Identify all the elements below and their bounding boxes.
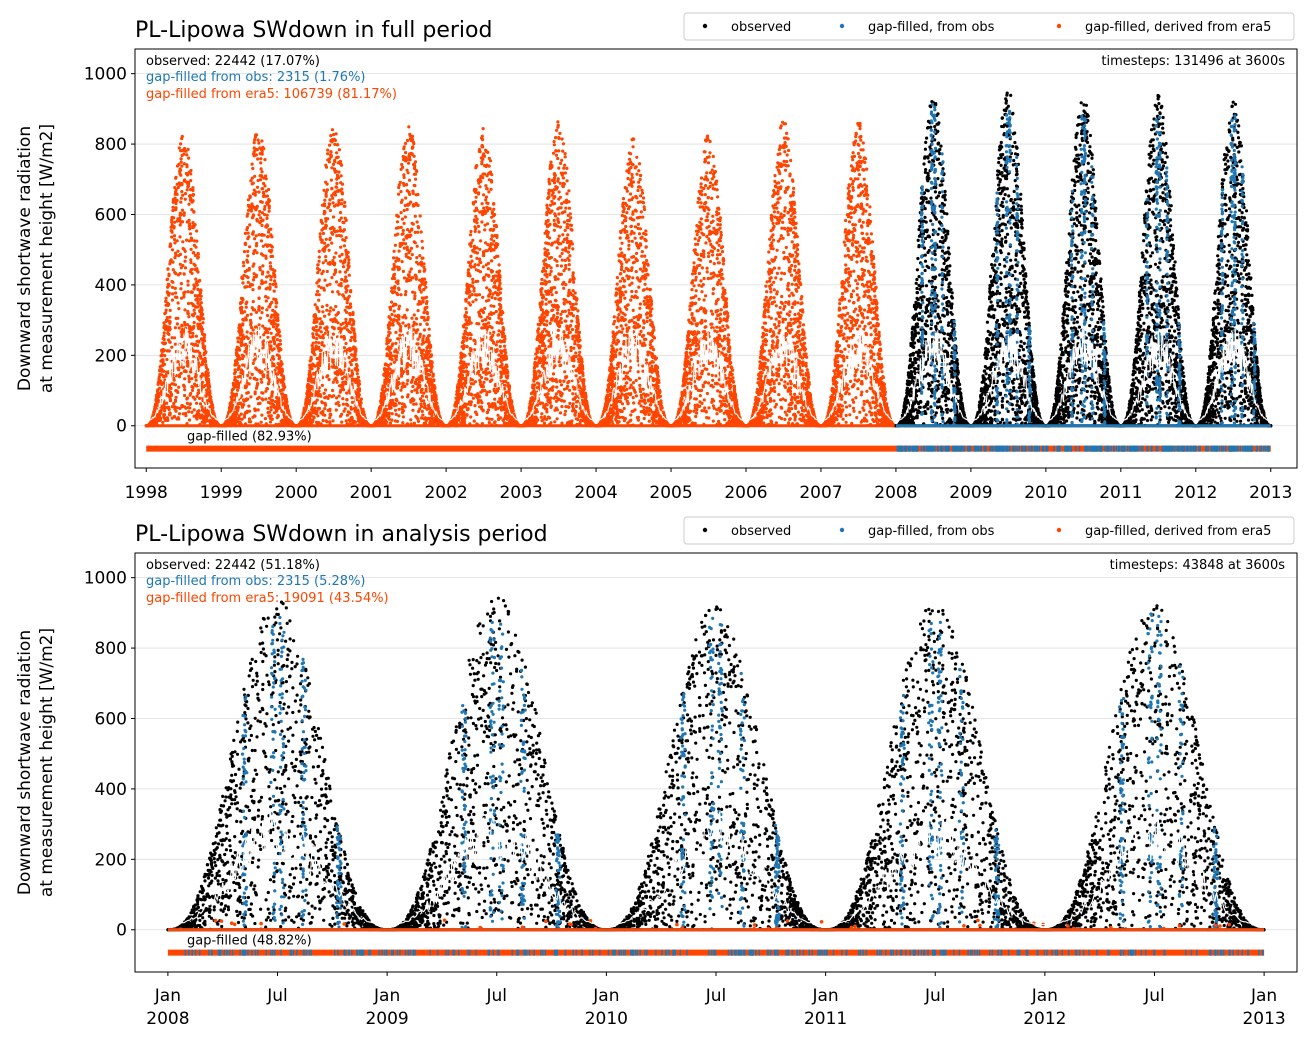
x-tick-label: 1999 xyxy=(200,483,243,503)
y-axis-label-line1: Downward shortwave radiation xyxy=(15,126,35,391)
x-tick-label-year: 2009 xyxy=(365,1009,408,1029)
x-tick-label: 2006 xyxy=(724,483,767,503)
x-tick-label: 2013 xyxy=(1249,483,1292,503)
legend-marker xyxy=(702,527,708,533)
stat-gap-obs: gap-filled from obs: 2315 (1.76%) xyxy=(146,70,366,85)
y-tick-label: 200 xyxy=(95,346,127,366)
daily-mean-line xyxy=(167,809,1265,926)
y-tick-label: 400 xyxy=(95,780,127,800)
y-axis-label-line2: at measurement height [W/m2] xyxy=(37,124,57,393)
x-tick-label: Jul xyxy=(485,986,507,1006)
x-tick-label: 2007 xyxy=(799,483,842,503)
chart-panel-2: 0 200 400 600 800 1000 Jan 2008 Jul Jan 2009 Jul Jan… xyxy=(15,516,1298,1029)
y-tick-label: 600 xyxy=(95,709,127,729)
legend-label: observed xyxy=(731,524,791,539)
legend-label: gap-filled, derived from era5 xyxy=(1085,524,1271,539)
y-tick-label: 0 xyxy=(116,417,127,437)
legend: observed gap-filled, from obs gap-filled, … xyxy=(683,12,1295,41)
y-axis-label-line2: at measurement height [W/m2] xyxy=(37,628,57,897)
y-tick-label: 800 xyxy=(95,639,127,659)
legend-marker xyxy=(839,23,845,29)
x-tick-label-year: 2013 xyxy=(1242,1009,1285,1029)
stat-gap-filled: gap-filled (82.93%) xyxy=(187,430,312,445)
x-tick-label: 1998 xyxy=(125,483,168,503)
series-gap-filled-from-obs xyxy=(895,102,1271,428)
x-tick-label: 2000 xyxy=(275,483,318,503)
legend-label: observed xyxy=(731,20,791,35)
stat-gap-era5: gap-filled from era5: 19091 (43.54%) xyxy=(146,591,389,606)
x-tick-label: 2001 xyxy=(350,483,393,503)
legend-label: gap-filled, from obs xyxy=(868,20,995,35)
legend-marker xyxy=(839,527,845,533)
x-tick-label: 2002 xyxy=(424,483,467,503)
x-tick-label: 2003 xyxy=(499,483,542,503)
x-tick-label: Jan xyxy=(1031,986,1058,1006)
x-tick-label: Jan xyxy=(592,986,619,1006)
x-tick-label: 2004 xyxy=(574,483,617,503)
x-tick-label: 2011 xyxy=(1099,483,1142,503)
plot-area xyxy=(166,596,1266,956)
daily-mean-line xyxy=(146,326,1271,422)
x-tick-label: Jul xyxy=(266,986,288,1006)
gap-filled-bar xyxy=(146,445,1271,452)
legend-marker xyxy=(1056,23,1062,29)
x-tick-label: Jul xyxy=(924,986,946,1006)
x-tick-label: Jan xyxy=(812,986,839,1006)
legend-marker xyxy=(1056,527,1062,533)
x-tick-label: 2012 xyxy=(1174,483,1217,503)
plot-area xyxy=(144,91,1273,452)
x-tick-label-year: 2010 xyxy=(585,1009,628,1029)
chart-title: PL-Lipowa SWdown in full period xyxy=(135,18,492,43)
x-tick-label-year: 2008 xyxy=(146,1009,189,1029)
legend-label: gap-filled, from obs xyxy=(868,524,995,539)
series-observed xyxy=(894,91,1273,428)
y-tick-label: 0 xyxy=(116,921,127,941)
stat-observed: observed: 22442 (17.07%) xyxy=(146,54,320,69)
x-tick-label: Jan xyxy=(1250,986,1277,1006)
stat-gap-era5: gap-filled from era5: 106739 (81.17%) xyxy=(146,87,397,102)
x-tick-label: 2005 xyxy=(649,483,692,503)
x-tick-label-year: 2012 xyxy=(1023,1009,1066,1029)
y-tick-label: 400 xyxy=(95,276,127,296)
x-tick-label: Jul xyxy=(705,986,727,1006)
stat-observed: observed: 22442 (51.18%) xyxy=(146,558,320,573)
axes-frame xyxy=(134,48,1298,469)
y-tick-label: 1000 xyxy=(84,65,127,85)
x-tick-label-year: 2011 xyxy=(804,1009,847,1029)
y-tick-label: 200 xyxy=(95,850,127,870)
stat-timesteps: timesteps: 131496 at 3600s xyxy=(1101,54,1285,69)
y-tick-label: 800 xyxy=(95,135,127,155)
stat-timesteps: timesteps: 43848 at 3600s xyxy=(1110,558,1286,573)
stat-gap-obs: gap-filled from obs: 2315 (5.28%) xyxy=(146,574,366,589)
x-tick-label: 2009 xyxy=(949,483,992,503)
series-observed xyxy=(166,596,1266,932)
chart-title: PL-Lipowa SWdown in analysis period xyxy=(135,522,548,547)
y-tick-label: 600 xyxy=(95,205,127,225)
x-tick-label: 2010 xyxy=(1024,483,1067,503)
x-tick-label: 2008 xyxy=(874,483,917,503)
y-tick-label: 1000 xyxy=(84,569,127,589)
gap-filled-bar xyxy=(167,949,1265,956)
series-gap-filled-derived-from-era5 xyxy=(167,918,1265,932)
chart-panel-1: 0 200 400 600 800 1000 1998 1999 2000 2001 2002 200… xyxy=(15,12,1298,503)
y-axis-label-line1: Downward shortwave radiation xyxy=(15,630,35,895)
x-tick-label: Jan xyxy=(154,986,181,1006)
stat-gap-filled: gap-filled (48.82%) xyxy=(187,934,312,949)
legend: observed gap-filled, from obs gap-filled, … xyxy=(683,516,1295,545)
x-tick-label: Jan xyxy=(373,986,400,1006)
x-tick-label: Jul xyxy=(1143,986,1165,1006)
series-gap-filled-derived-from-era5 xyxy=(144,120,898,428)
legend-marker xyxy=(702,23,708,29)
legend-label: gap-filled, derived from era5 xyxy=(1085,20,1271,35)
